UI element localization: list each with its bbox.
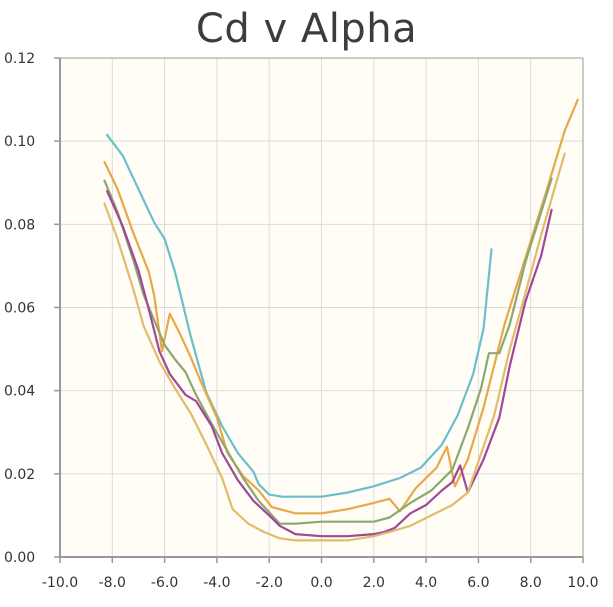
x-tick-label: 10.0 [567,575,598,591]
series-line-3 [103,177,553,525]
series-lines [103,98,579,542]
chart-title: Cd v Alpha [195,6,418,52]
y-tick-label: 0.04 [4,384,35,400]
x-tick-label: -10.0 [42,575,78,591]
x-tick-label: -8.0 [99,575,126,591]
y-tick-label: 0.10 [4,134,35,150]
x-tick-label: -2.0 [256,575,283,591]
axes [54,57,584,563]
x-tick-label: 8.0 [520,575,542,591]
series-line-5 [103,152,566,542]
series-line-4 [106,190,553,538]
x-tick-label: 6.0 [467,575,489,591]
y-tick-label: 0.08 [4,217,35,233]
x-tick-label: 2.0 [363,575,385,591]
tick-labels: -10.0 -8.0 -6.0 -4.0 -2.0 0.0 2.0 4.0 6.0 8.0 10.0… [4,51,599,591]
y-tick-label: 0.00 [4,550,35,566]
x-tick-label: 0.0 [310,575,332,591]
series-line-2 [103,98,579,515]
series-line-1 [106,133,493,498]
y-tick-label: 0.12 [4,51,35,67]
x-tick-label: 4.0 [415,575,437,591]
x-tick-label: -6.0 [151,575,178,591]
x-tick-label: -4.0 [203,575,230,591]
y-tick-label: 0.02 [4,467,35,483]
y-tick-label: 0.06 [4,301,35,317]
